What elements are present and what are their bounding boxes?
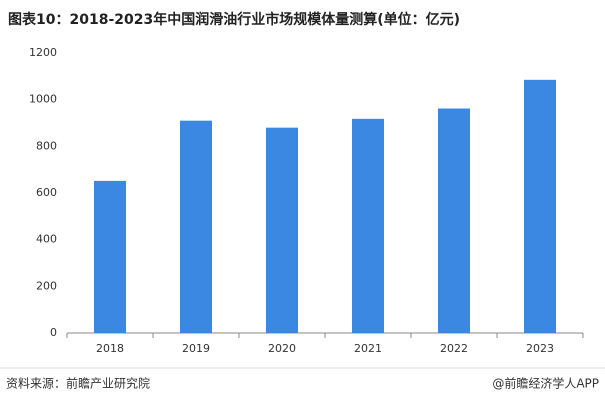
- bar: [524, 79, 556, 333]
- x-tick-label: 2020: [268, 342, 296, 355]
- x-tick-label: 2021: [354, 342, 382, 355]
- y-tick-label: 600: [36, 186, 57, 199]
- y-tick-label: 400: [36, 233, 57, 246]
- chart-title: 图表10：2018-2023年中国润滑油行业市场规模体量测算(单位：亿元): [8, 11, 460, 28]
- y-tick-label: 800: [36, 139, 57, 152]
- credit: @前瞻经济学人APP: [492, 376, 599, 391]
- bar: [352, 118, 384, 333]
- y-tick-label: 0: [50, 326, 57, 339]
- x-tick-label: 2019: [182, 342, 210, 355]
- x-tick-label: 2022: [440, 342, 468, 355]
- y-tick-label: 1000: [29, 93, 57, 106]
- x-tick-label: 2023: [526, 342, 554, 355]
- bar: [94, 180, 126, 333]
- source: 资料来源：前瞻产业研究院: [6, 376, 150, 391]
- bar: [266, 127, 298, 334]
- x-tick-label: 2018: [96, 342, 124, 355]
- y-tick-label: 200: [36, 279, 57, 292]
- y-tick-label: 1200: [29, 46, 57, 59]
- bar: [180, 120, 212, 334]
- bar: [438, 108, 470, 334]
